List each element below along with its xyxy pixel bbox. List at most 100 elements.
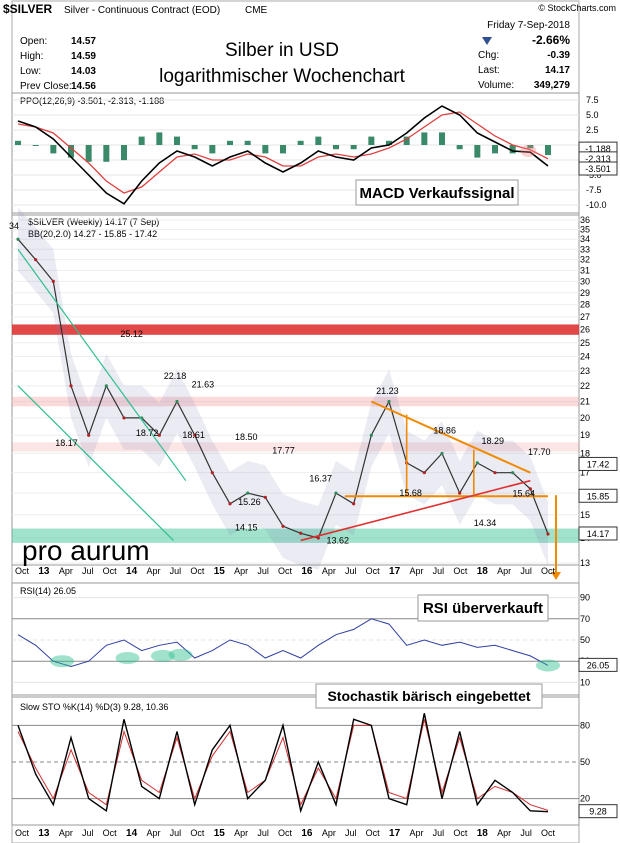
price-tick-label: 27 (580, 312, 590, 322)
rsi-current-value: 26.05 (587, 660, 610, 670)
price-level-annotation: 18.72 (136, 428, 159, 438)
price-point (228, 502, 232, 506)
price-point (263, 495, 267, 499)
price-tick-label: 22 (580, 381, 590, 391)
x-axis-label: Jul (257, 566, 269, 576)
bollinger-band (18, 207, 548, 570)
price-point (440, 451, 444, 456)
ppo-histogram-bar (421, 132, 428, 145)
stochastic-current-value-box (578, 804, 618, 819)
ppo-legend: PPO(12,26,9) -3.501, -2.313, -1.188 (20, 96, 164, 106)
stat-value: 14.59 (71, 51, 96, 62)
x-axis-label: Oct (190, 566, 205, 576)
x-axis-label: Oct (453, 828, 468, 838)
price-point (511, 471, 515, 475)
price-point (34, 258, 38, 262)
price-current-value: 15.85 (587, 491, 610, 501)
ppo-histogram-bar (527, 145, 534, 149)
price-level-annotation: 17.70 (528, 447, 551, 457)
price-point (87, 433, 91, 437)
x-axis-label: Apr (409, 566, 423, 576)
price-point (493, 471, 497, 475)
stat-value: 14.57 (71, 36, 96, 47)
ppo-tick-label: 2.5 (586, 125, 599, 135)
price-tick-label: 36 (580, 215, 590, 225)
price-tick-label: 33 (580, 244, 590, 254)
logo-text: pro aurum (22, 535, 150, 566)
copyright-label: © StockCharts.com (538, 3, 616, 13)
price-tick-label: 30 (580, 276, 590, 286)
price-level-annotation: 15.64 (512, 489, 535, 499)
x-axis-label: Apr (322, 566, 336, 576)
stat-label: Last: (478, 65, 500, 76)
price-point (334, 491, 338, 495)
down-triangle-icon (482, 37, 492, 45)
x-axis-label: 15 (214, 566, 226, 577)
price-point (16, 237, 20, 241)
price-tick-label: 21 (580, 397, 590, 407)
ppo-histogram-bar (297, 140, 304, 145)
rsi-grid: 9070503010 (12, 593, 590, 687)
stat-label: High: (20, 51, 43, 62)
x-axis-label: Apr (497, 828, 511, 838)
ppo-histogram-bar (456, 145, 463, 150)
x-axis-label: 17 (389, 828, 401, 839)
price-top-left-value: 34 (9, 221, 19, 231)
ppo-histogram-bar (545, 145, 551, 156)
price-point (369, 433, 373, 437)
rsi-callout-text: RSI überverkauft (423, 600, 543, 617)
price-panel (11, 214, 580, 566)
x-axis-labels: Oct 13 Apr Jul Oct 14 Apr Jul Oct 15 Apr Jul Oct 16 Ap… (15, 566, 556, 839)
stochastic-callout-text: Stochastik bärisch eingebettet (327, 688, 530, 704)
x-axis-label: Apr (59, 828, 73, 838)
downtrend-line (17, 385, 174, 541)
price-level-annotation: 18.50 (235, 432, 258, 442)
overlay-title-line2: logarithmischer Wochenchart (159, 66, 405, 87)
x-axis-label: Jul (433, 566, 445, 576)
x-axis-label: Apr (59, 566, 73, 576)
price-level-annotation: 21.63 (192, 380, 215, 390)
change-percent: -2.66% (532, 33, 570, 47)
ppo-histogram-bar (368, 136, 375, 145)
price-point (157, 433, 161, 437)
x-axis-label: Jul (433, 828, 445, 838)
price-tick-label: 17 (580, 468, 590, 478)
rsi-tick-label: 70 (580, 614, 590, 624)
ppo-histogram-bar (386, 140, 392, 145)
x-axis-label: Apr (234, 828, 248, 838)
stochastic-tick-label: 50 (580, 757, 590, 767)
rsi-current-value-box (578, 657, 618, 672)
triangle-upper-line (370, 400, 531, 474)
stochastic-tick-label: 80 (580, 720, 590, 730)
price-point (299, 531, 303, 535)
quote-date: Friday 7-Sep-2018 (487, 20, 570, 31)
price-tick-label: 23 (580, 366, 590, 376)
price-level-annotation: 13.62 (326, 535, 349, 545)
price-level-annotation: 15.68 (399, 488, 422, 498)
price-grid: 3635343332313029282726252423222120191817… (12, 215, 590, 568)
ppo-histogram-bar (262, 145, 269, 154)
resistance-zone-light (12, 442, 579, 452)
ppo-histogram-bar (103, 145, 110, 162)
rsi-callout: RSI überverkauft (417, 594, 549, 622)
x-axis-label: 16 (301, 566, 313, 577)
ppo-histogram-bar (509, 145, 516, 154)
x-axis-label: 17 (389, 566, 401, 577)
ppo-histogram-bar (156, 132, 163, 145)
price-tick-label: 34 (580, 234, 590, 244)
x-axis-label: Jul (170, 828, 182, 838)
price-tick-label: 25 (580, 338, 590, 348)
x-axis-label: Oct (453, 566, 468, 576)
overlay-title-line1: Silber in USD (225, 40, 339, 61)
price-point (352, 502, 356, 506)
ppo-histogram-bar (174, 136, 180, 145)
x-axis-label: 18 (477, 828, 489, 839)
price-current-value-box (578, 526, 618, 541)
price-tick-label: 26 (580, 325, 590, 335)
price-tick-label: 13 (580, 558, 590, 568)
ppo-histogram-bar (138, 136, 145, 145)
ppo-histogram-bar (227, 140, 233, 145)
ppo-histogram-bar (315, 136, 322, 145)
price-current-value: 14.17 (587, 529, 610, 539)
